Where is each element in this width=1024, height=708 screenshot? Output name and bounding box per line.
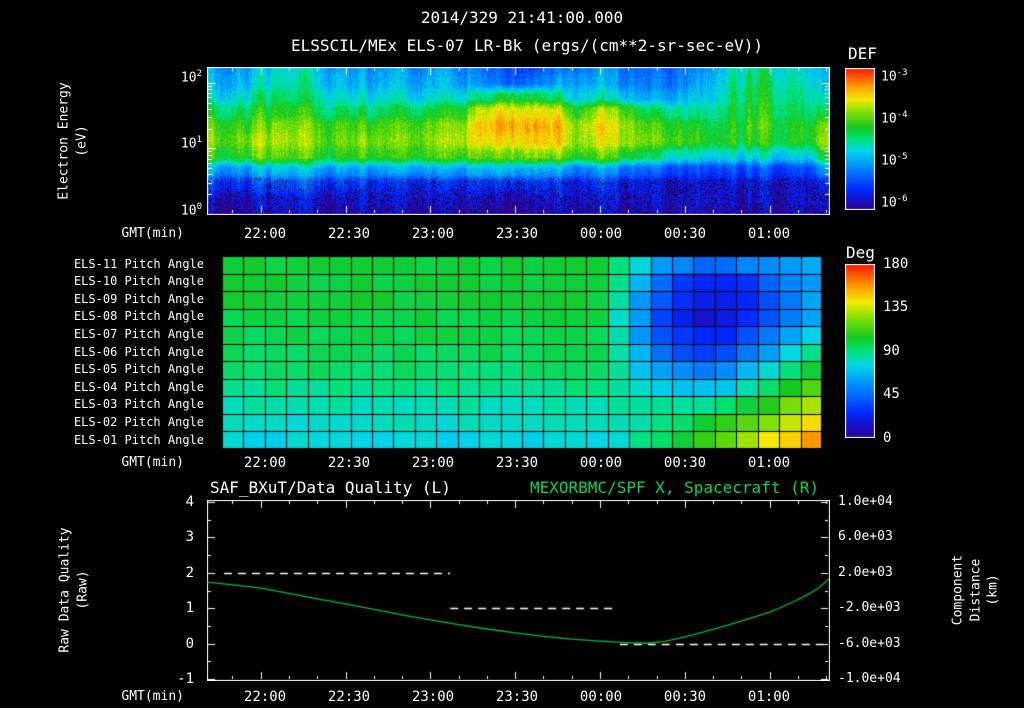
power-base: 10 [180,70,197,86]
def-colorbar-tick: 10-5 [881,152,908,169]
time-tick-label: 00:00 [579,689,623,705]
left-ytick-label: 1 [185,600,194,616]
time-tick-label: 22:30 [327,689,371,705]
def-colorbar-tick: 10-6 [881,194,908,211]
deg-colorbar-title: Deg [846,243,875,262]
pitch-row-label: ELS-04 Pitch Angle [73,380,204,394]
power-base: 10 [881,195,897,211]
power-exponent: 1 [196,135,202,145]
pitch-row-label: ELS-03 Pitch Angle [73,397,204,411]
spectrogram-ytick-10ev: 101 [158,135,202,152]
left-ytick-label: 4 [185,494,194,510]
right-ytick-label: -2.0e+03 [838,600,901,615]
time-tick-label: 22:00 [243,689,287,705]
power-base: 10 [180,203,197,219]
left-ytick-label: 3 [185,529,194,545]
spectrogram-ytick-1ev: 100 [158,202,202,219]
right-ytick-label: 1.0e+04 [838,494,893,509]
power-exponent: -3 [896,68,908,78]
electron-energy-spectrogram-canvas [207,67,830,215]
pitch-row-label: ELS-08 Pitch Angle [73,309,204,323]
pitch-row-label: ELS-11 Pitch Angle [73,257,204,271]
power-exponent: -4 [896,110,908,120]
spectrogram-ytick-100ev: 102 [158,69,202,86]
plot-datetime: 2014/329 21:41:00.000 [420,8,624,27]
def-colorbar-title: DEF [848,44,877,63]
deg-colorbar-tick: 0 [883,430,892,446]
bottom-left-series-title: SAF_BXuT/Data Quality (L) [210,478,451,497]
def-colorbar-tick: 10-3 [881,68,908,85]
time-tick-label: 23:30 [495,455,539,471]
left-ytick-label: 0 [185,636,194,652]
pitch-row-label: ELS-10 Pitch Angle [73,274,204,288]
time-tick-label: 23:30 [495,689,539,705]
pitch-row-label: ELS-05 Pitch Angle [73,362,204,376]
left-ytick-label: -1 [177,671,194,687]
time-tick-label: 23:00 [411,455,455,471]
time-tick-label: 00:00 [579,455,623,471]
time-tick-label: 00:30 [663,455,707,471]
power-base: 10 [881,153,897,169]
time-tick-label: 22:00 [243,226,287,242]
deg-colorbar [845,264,875,438]
pitch-angle-heatmap-canvas [222,256,822,449]
left-ytick-label: 2 [185,565,194,581]
time-tick-label: 01:00 [747,455,791,471]
power-base: 10 [180,136,197,152]
power-exponent: -5 [896,152,908,162]
right-ytick-label: -1.0e+04 [838,671,901,686]
plot-title: ELSSCIL/MEx ELS-07 LR-Bk (ergs/(cm**2-sr… [290,36,763,55]
time-tick-label: 23:00 [411,226,455,242]
power-exponent: 0 [196,202,202,212]
time-tick-label: 23:30 [495,226,539,242]
deg-colorbar-tick: 180 [883,256,909,272]
deg-colorbar-tick: 90 [883,343,900,359]
gmt-axis-label-bottom: GMT(min) [121,689,184,704]
power-exponent: -6 [896,194,908,204]
time-tick-label: 00:00 [579,226,623,242]
right-ytick-label: 6.0e+03 [838,529,893,544]
spectrogram-y-axis-label: Electron Energy (eV) [56,82,89,200]
quality-and-distance-line-chart-canvas [207,500,830,681]
time-tick-label: 22:30 [327,226,371,242]
pitch-row-label: ELS-07 Pitch Angle [73,327,204,341]
pitch-row-label: ELS-02 Pitch Angle [73,415,204,429]
right-ytick-label: -6.0e+03 [838,636,901,651]
bottom-right-y-axis-label: Component Distance (km) [950,554,1001,626]
gmt-axis-label-middle: GMT(min) [121,455,184,470]
deg-colorbar-tick: 45 [883,386,900,402]
time-tick-label: 00:30 [663,689,707,705]
pitch-row-label: ELS-01 Pitch Angle [73,433,204,447]
bottom-left-y-axis-label: Raw Data Quality (Raw) [57,527,90,653]
time-tick-label: 22:30 [327,455,371,471]
bottom-right-series-title: MEXORBMC/SPF X, Spacecraft (R) [530,478,819,497]
deg-colorbar-tick: 135 [883,299,909,315]
pitch-row-label: ELS-09 Pitch Angle [73,292,204,306]
pitch-row-label: ELS-06 Pitch Angle [73,345,204,359]
def-colorbar-tick: 10-4 [881,110,908,127]
time-tick-label: 00:30 [663,226,707,242]
power-base: 10 [881,69,897,85]
gmt-axis-label-top: GMT(min) [121,226,184,241]
def-colorbar [845,68,875,210]
power-base: 10 [881,111,897,127]
time-tick-label: 01:00 [747,689,791,705]
time-tick-label: 22:00 [243,455,287,471]
time-tick-label: 23:00 [411,689,455,705]
right-ytick-label: 2.0e+03 [838,565,893,580]
time-tick-label: 01:00 [747,226,791,242]
power-exponent: 2 [196,69,202,79]
